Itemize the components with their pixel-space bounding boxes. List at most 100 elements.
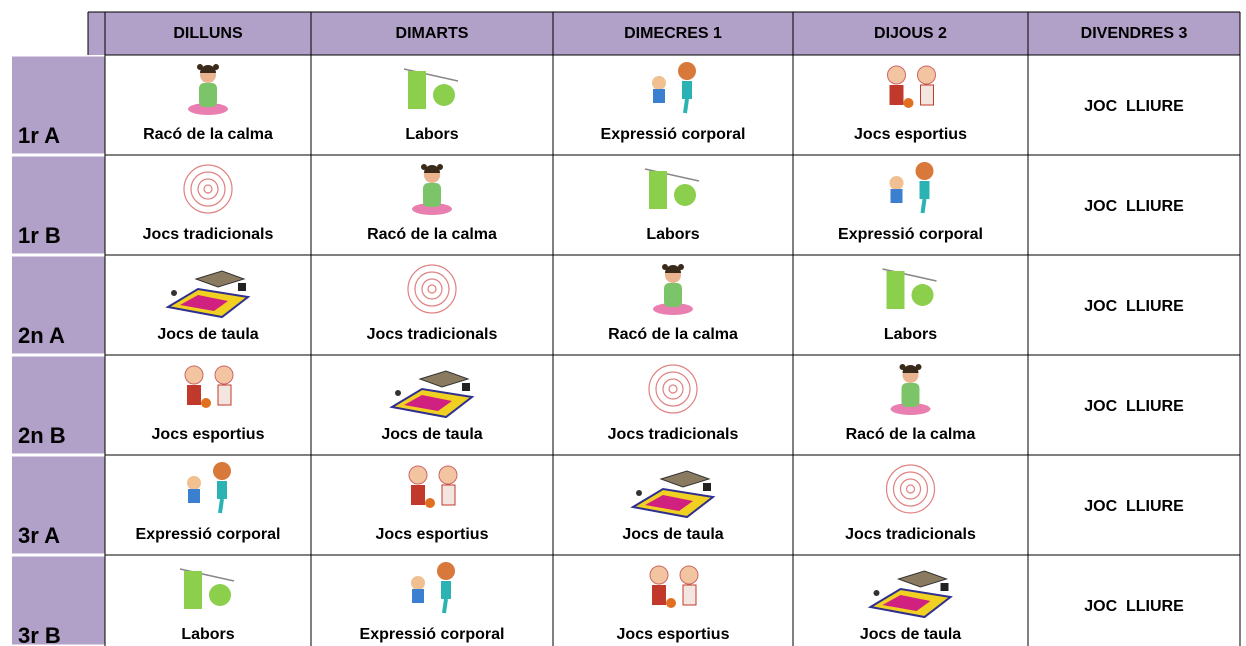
activity-icon	[889, 162, 934, 214]
activity-label: Expressió corporal	[136, 526, 281, 543]
icon-ball	[903, 98, 914, 108]
icon-ball	[171, 290, 177, 296]
activity-icon	[867, 570, 953, 619]
column-header: DIMARTS	[396, 25, 469, 42]
icon-head	[214, 365, 234, 385]
icon-bun	[437, 164, 443, 170]
icon-legs	[653, 303, 693, 315]
row-header-background	[12, 56, 105, 154]
activity-icon	[165, 270, 251, 319]
activity-label: Expressió corporal	[601, 126, 746, 143]
icon-spiral	[648, 364, 698, 414]
activity-label: Labors	[405, 126, 458, 143]
icon-spiral	[655, 371, 691, 407]
icon-head	[437, 562, 455, 580]
activity-label: Racó de la calma	[846, 426, 976, 443]
icon-spiral	[885, 464, 936, 514]
activity-label: Jocs esportius	[854, 126, 967, 143]
icon-dice	[238, 283, 246, 291]
icon-head	[408, 465, 428, 485]
icon-knit	[649, 171, 667, 209]
icon-bun	[915, 364, 922, 370]
activity-icon	[652, 62, 696, 114]
activity-label: Jocs tradicionals	[143, 226, 274, 243]
icon-leg	[218, 498, 224, 514]
icon-hair	[200, 65, 216, 73]
activity-icon	[408, 465, 458, 508]
row-header-background	[12, 156, 105, 254]
activity-label: Jocs tradicionals	[608, 426, 739, 443]
icon-board-stripe	[180, 295, 228, 311]
icon-head	[889, 176, 904, 190]
icon-dice	[940, 583, 949, 591]
icon-box	[659, 470, 711, 488]
free-play-label: JOC LLIURE	[1084, 598, 1184, 615]
icon-dice	[703, 483, 711, 491]
icon-ball	[425, 498, 435, 508]
icon-leg	[920, 198, 927, 214]
icon-body	[188, 489, 200, 503]
activity-label: Jocs de taula	[157, 326, 258, 343]
activity-icon	[411, 562, 455, 614]
activity-label: Labors	[884, 326, 937, 343]
row-label: 3r B	[18, 623, 61, 646]
icon-ball	[395, 390, 401, 396]
activity-label: Labors	[181, 626, 234, 643]
column-header: DIJOUS 2	[874, 25, 947, 42]
icon-bun	[678, 264, 684, 270]
activity-icon	[648, 364, 698, 414]
icon-head	[652, 76, 666, 90]
activity-label: Jocs tradicionals	[367, 326, 498, 343]
icon-body	[187, 385, 201, 405]
icon-body	[652, 585, 666, 605]
icon-ball	[911, 284, 934, 306]
activity-icon	[188, 64, 228, 115]
free-play-label: JOC LLIURE	[1084, 298, 1184, 315]
icon-box	[418, 370, 470, 388]
icon-spiral	[668, 384, 678, 394]
icon-knit	[886, 271, 905, 309]
activity-icon	[389, 370, 475, 419]
activity-label: Racó de la calma	[143, 126, 273, 143]
icon-head	[887, 65, 906, 85]
activity-icon	[184, 365, 234, 408]
free-play-label: JOC LLIURE	[1084, 98, 1184, 115]
icon-body	[217, 384, 232, 406]
icon-spiral	[183, 164, 233, 214]
row-header-background	[12, 356, 105, 454]
icon-head	[184, 365, 204, 385]
icon-spiral	[203, 184, 213, 194]
row-header-background	[12, 556, 105, 645]
activity-label: Expressió corporal	[360, 626, 505, 643]
activity-label: Jocs de taula	[860, 626, 961, 643]
row-label: 2n A	[18, 323, 65, 348]
activity-icon	[885, 464, 936, 514]
icon-dice	[462, 383, 470, 391]
row-label: 1r A	[18, 123, 60, 148]
column-header: DIVENDRES 3	[1081, 25, 1188, 42]
activity-label: Jocs esportius	[617, 626, 730, 643]
icon-bun	[197, 64, 203, 70]
activity-label: Expressió corporal	[838, 226, 983, 243]
icon-head	[187, 476, 201, 490]
icon-spiral	[421, 278, 443, 300]
icon-hair	[424, 165, 440, 173]
icon-ball	[209, 584, 231, 606]
icon-ball	[201, 398, 211, 408]
column-header: DIMECRES 1	[624, 25, 722, 42]
icon-body	[920, 84, 934, 106]
icon-body	[901, 383, 920, 407]
icon-body	[199, 83, 217, 107]
icon-body	[653, 89, 665, 103]
icon-legs	[412, 203, 452, 215]
icon-ball	[674, 184, 696, 206]
header-background	[88, 12, 1240, 55]
icon-legs	[188, 103, 228, 115]
activity-icon	[644, 168, 700, 209]
icon-head	[649, 565, 669, 585]
icon-spiral	[662, 378, 684, 400]
icon-head	[438, 465, 458, 485]
activity-label: Jocs de taula	[381, 426, 482, 443]
icon-leg	[442, 598, 448, 614]
